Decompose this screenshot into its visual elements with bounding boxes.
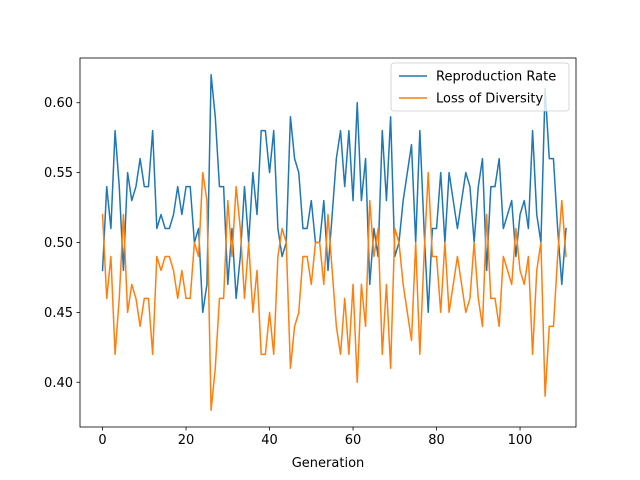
x-tick-label: 80 <box>428 433 445 448</box>
axes-frame <box>79 57 577 428</box>
legend-label-1: Loss of Diversity <box>436 92 543 107</box>
x-tick-label: 60 <box>345 433 362 448</box>
series-line-1 <box>101 171 567 411</box>
axes: 0 20 40 60 80 100 0.40 0.45 0.50 0.55 0.60 <box>44 57 577 448</box>
x-axis-title: Generation <box>292 456 365 471</box>
y-tick-label: 0.60 <box>44 96 73 111</box>
x-tick-label: 0 <box>98 433 106 448</box>
x-tick-label: 20 <box>178 433 195 448</box>
plot-area <box>101 74 567 411</box>
y-tick-label: 0.45 <box>44 306 73 321</box>
legend-box <box>390 62 570 112</box>
legend: Reproduction Rate Loss of Diversity <box>390 62 570 112</box>
x-tick-label: 40 <box>261 433 278 448</box>
y-tick-label: 0.40 <box>44 376 73 391</box>
y-tick-label: 0.50 <box>44 236 73 251</box>
y-tick-label: 0.55 <box>44 166 73 181</box>
series-line-0 <box>101 74 567 314</box>
x-tick-label: 100 <box>508 433 533 448</box>
legend-label-0: Reproduction Rate <box>436 70 556 85</box>
